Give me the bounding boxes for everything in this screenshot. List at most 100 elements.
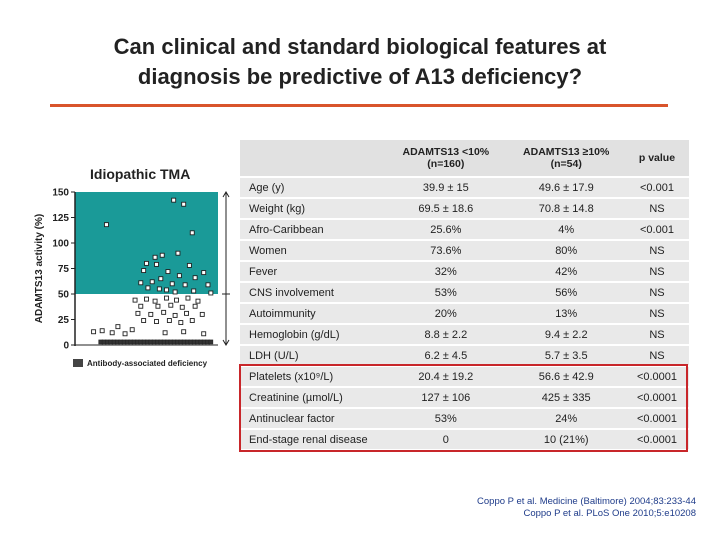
feature-cell: Fever: [240, 261, 385, 283]
p-value-cell: <0.0001: [624, 366, 689, 388]
feature-cell: Age (y): [240, 177, 385, 199]
table-row: Platelets (x10⁹/L) 20.4 ± 19.2 56.6 ± 42.9…: [240, 366, 689, 388]
reference-2: Coppo P et al. PLoS One 2010;5:e10208: [523, 508, 696, 519]
table-row: Creatinine (µmol/L) 127 ± 106 425 ± 335 <0.…: [240, 387, 689, 409]
high-activity-cell: 9.4 ± 2.2: [507, 324, 625, 346]
data-point: [184, 310, 189, 316]
slide-title-line-2: diagnosis be predictive of A13 deficienc…: [137, 64, 583, 89]
data-point: [199, 311, 205, 317]
data-point: [145, 285, 151, 291]
data-point: [176, 273, 182, 279]
data-point: [138, 280, 144, 286]
scatter-title: Idiopathic TMA: [90, 166, 191, 182]
data-point: [185, 295, 191, 301]
high-activity-cell: 56.6 ± 42.9: [507, 366, 625, 388]
data-point: [168, 302, 174, 308]
data-point: [169, 281, 175, 287]
y-tick-label: 25: [58, 315, 70, 326]
legend-label: Antibody-associated deficiency: [87, 359, 208, 368]
p-value-cell: NS: [624, 345, 689, 367]
p-value-cell: <0.001: [624, 177, 689, 199]
data-point: [159, 252, 165, 258]
y-tick-label: 125: [52, 213, 69, 224]
data-point: [165, 269, 171, 275]
data-point: [141, 318, 147, 323]
low-activity-cell: 20.4 ± 19.2: [384, 366, 508, 388]
table-row: CNS involvement 53% 56% NS: [240, 282, 689, 304]
low-activity-cell: 32%: [384, 261, 508, 283]
data-point: [155, 303, 161, 309]
feature-cell: Weight (kg): [240, 198, 385, 220]
high-activity-cell: 80%: [507, 240, 625, 262]
data-point: [141, 268, 147, 273]
data-point: [135, 310, 141, 316]
table-row: Women 73.6% 80% NS: [240, 240, 689, 262]
feature-cell: Hemoglobin (g/dL): [240, 324, 385, 346]
high-activity-cell: 13%: [507, 303, 625, 325]
title-divider: [50, 104, 668, 107]
references: Coppo P et al. Medicine (Baltimore) 2004…: [477, 496, 696, 520]
feature-cell: End-stage renal disease: [240, 429, 385, 451]
header-low-activity: ADAMTS13 <10% (n=160): [384, 140, 508, 178]
table-row: Autoimmunity 20% 13% NS: [240, 303, 689, 325]
data-point: [172, 312, 178, 318]
low-activity-cell: 39.9 ± 15: [384, 177, 508, 199]
data-point: [144, 260, 149, 266]
high-activity-cell: 56%: [507, 282, 625, 304]
data-point: [99, 328, 105, 334]
y-tick-label: 0: [63, 341, 69, 352]
table-row: LDH (U/L) 6.2 ± 4.5 5.7 ± 3.5 NS: [240, 345, 689, 367]
data-point: [171, 197, 177, 203]
p-value-cell: <0.001: [624, 219, 689, 241]
data-point: [208, 290, 214, 296]
data-point: [152, 298, 158, 304]
low-activity-cell: 69.5 ± 18.6: [384, 198, 508, 220]
data-point: [182, 282, 188, 288]
data-point: [129, 327, 135, 333]
comparison-table: ADAMTS13 <10% (n=160) ADAMTS13 ≥10% (n=5…: [240, 140, 689, 451]
data-point: [192, 275, 198, 281]
data-point: [154, 319, 159, 324]
feature-cell: LDH (U/L): [240, 345, 385, 367]
table-row: Antinuclear factor 53% 24% <0.0001: [240, 408, 689, 430]
bracket-arrow-top: [222, 191, 230, 198]
feature-cell: Creatinine (µmol/L): [240, 387, 385, 409]
data-point: [205, 282, 211, 288]
high-activity-cell: 24%: [507, 408, 625, 430]
table-row: Weight (kg) 69.5 ± 18.6 70.8 ± 14.8 NS: [240, 198, 689, 220]
high-activity-cell: 5.7 ± 3.5: [507, 345, 625, 367]
table-row: Age (y) 39.9 ± 15 49.6 ± 17.9 <0.001: [240, 177, 689, 199]
header-low-line1: ADAMTS13 <10%: [402, 146, 490, 158]
data-point: [104, 222, 109, 228]
p-value-cell: <0.0001: [624, 429, 689, 451]
slide-title: Can clinical and standard biological fea…: [20, 32, 700, 92]
header-high-activity: ADAMTS13 ≥10% (n=54): [507, 140, 625, 178]
data-point: [179, 304, 185, 310]
low-activity-cell: 127 ± 106: [384, 387, 508, 409]
table-header-row: ADAMTS13 <10% (n=160) ADAMTS13 ≥10% (n=5…: [240, 140, 689, 178]
data-point: [149, 279, 155, 285]
low-activity-cell: 73.6%: [384, 240, 508, 262]
y-tick-label: 75: [58, 264, 70, 275]
data-point: [174, 297, 179, 303]
data-point: [181, 329, 187, 335]
data-point: [172, 289, 178, 295]
high-activity-cell: 49.6 ± 17.9: [507, 177, 625, 199]
feature-cell: Afro-Caribbean: [240, 219, 385, 241]
low-activity-cell: 20%: [384, 303, 508, 325]
data-point: [201, 331, 207, 337]
low-activity-cell: 25.6%: [384, 219, 508, 241]
data-point: [195, 298, 201, 304]
data-point: [152, 254, 158, 260]
table-row: Afro-Caribbean 25.6% 4% <0.001: [240, 219, 689, 241]
header-p-value: p value: [624, 140, 689, 178]
legend-swatch: [73, 359, 83, 367]
data-point: [132, 297, 138, 303]
low-activity-cell: 0: [384, 429, 508, 451]
data-point: [122, 331, 128, 337]
data-point: [156, 286, 162, 292]
low-activity-cell: 8.8 ± 2.2: [384, 324, 508, 346]
filled-data-point: [208, 339, 214, 345]
data-point: [162, 330, 168, 336]
high-activity-cell: 42%: [507, 261, 625, 283]
